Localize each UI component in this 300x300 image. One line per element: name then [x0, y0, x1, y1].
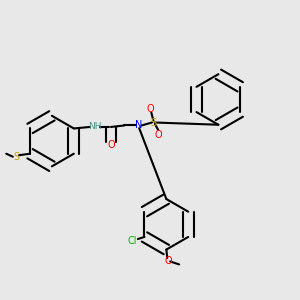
Text: O: O — [107, 140, 115, 150]
Text: O: O — [155, 130, 163, 140]
Text: O: O — [146, 104, 154, 114]
Text: N: N — [136, 121, 143, 130]
Text: Cl: Cl — [128, 236, 137, 246]
Text: NH: NH — [88, 122, 101, 131]
Text: S: S — [13, 152, 19, 162]
Text: S: S — [150, 118, 157, 128]
Text: O: O — [164, 256, 172, 266]
